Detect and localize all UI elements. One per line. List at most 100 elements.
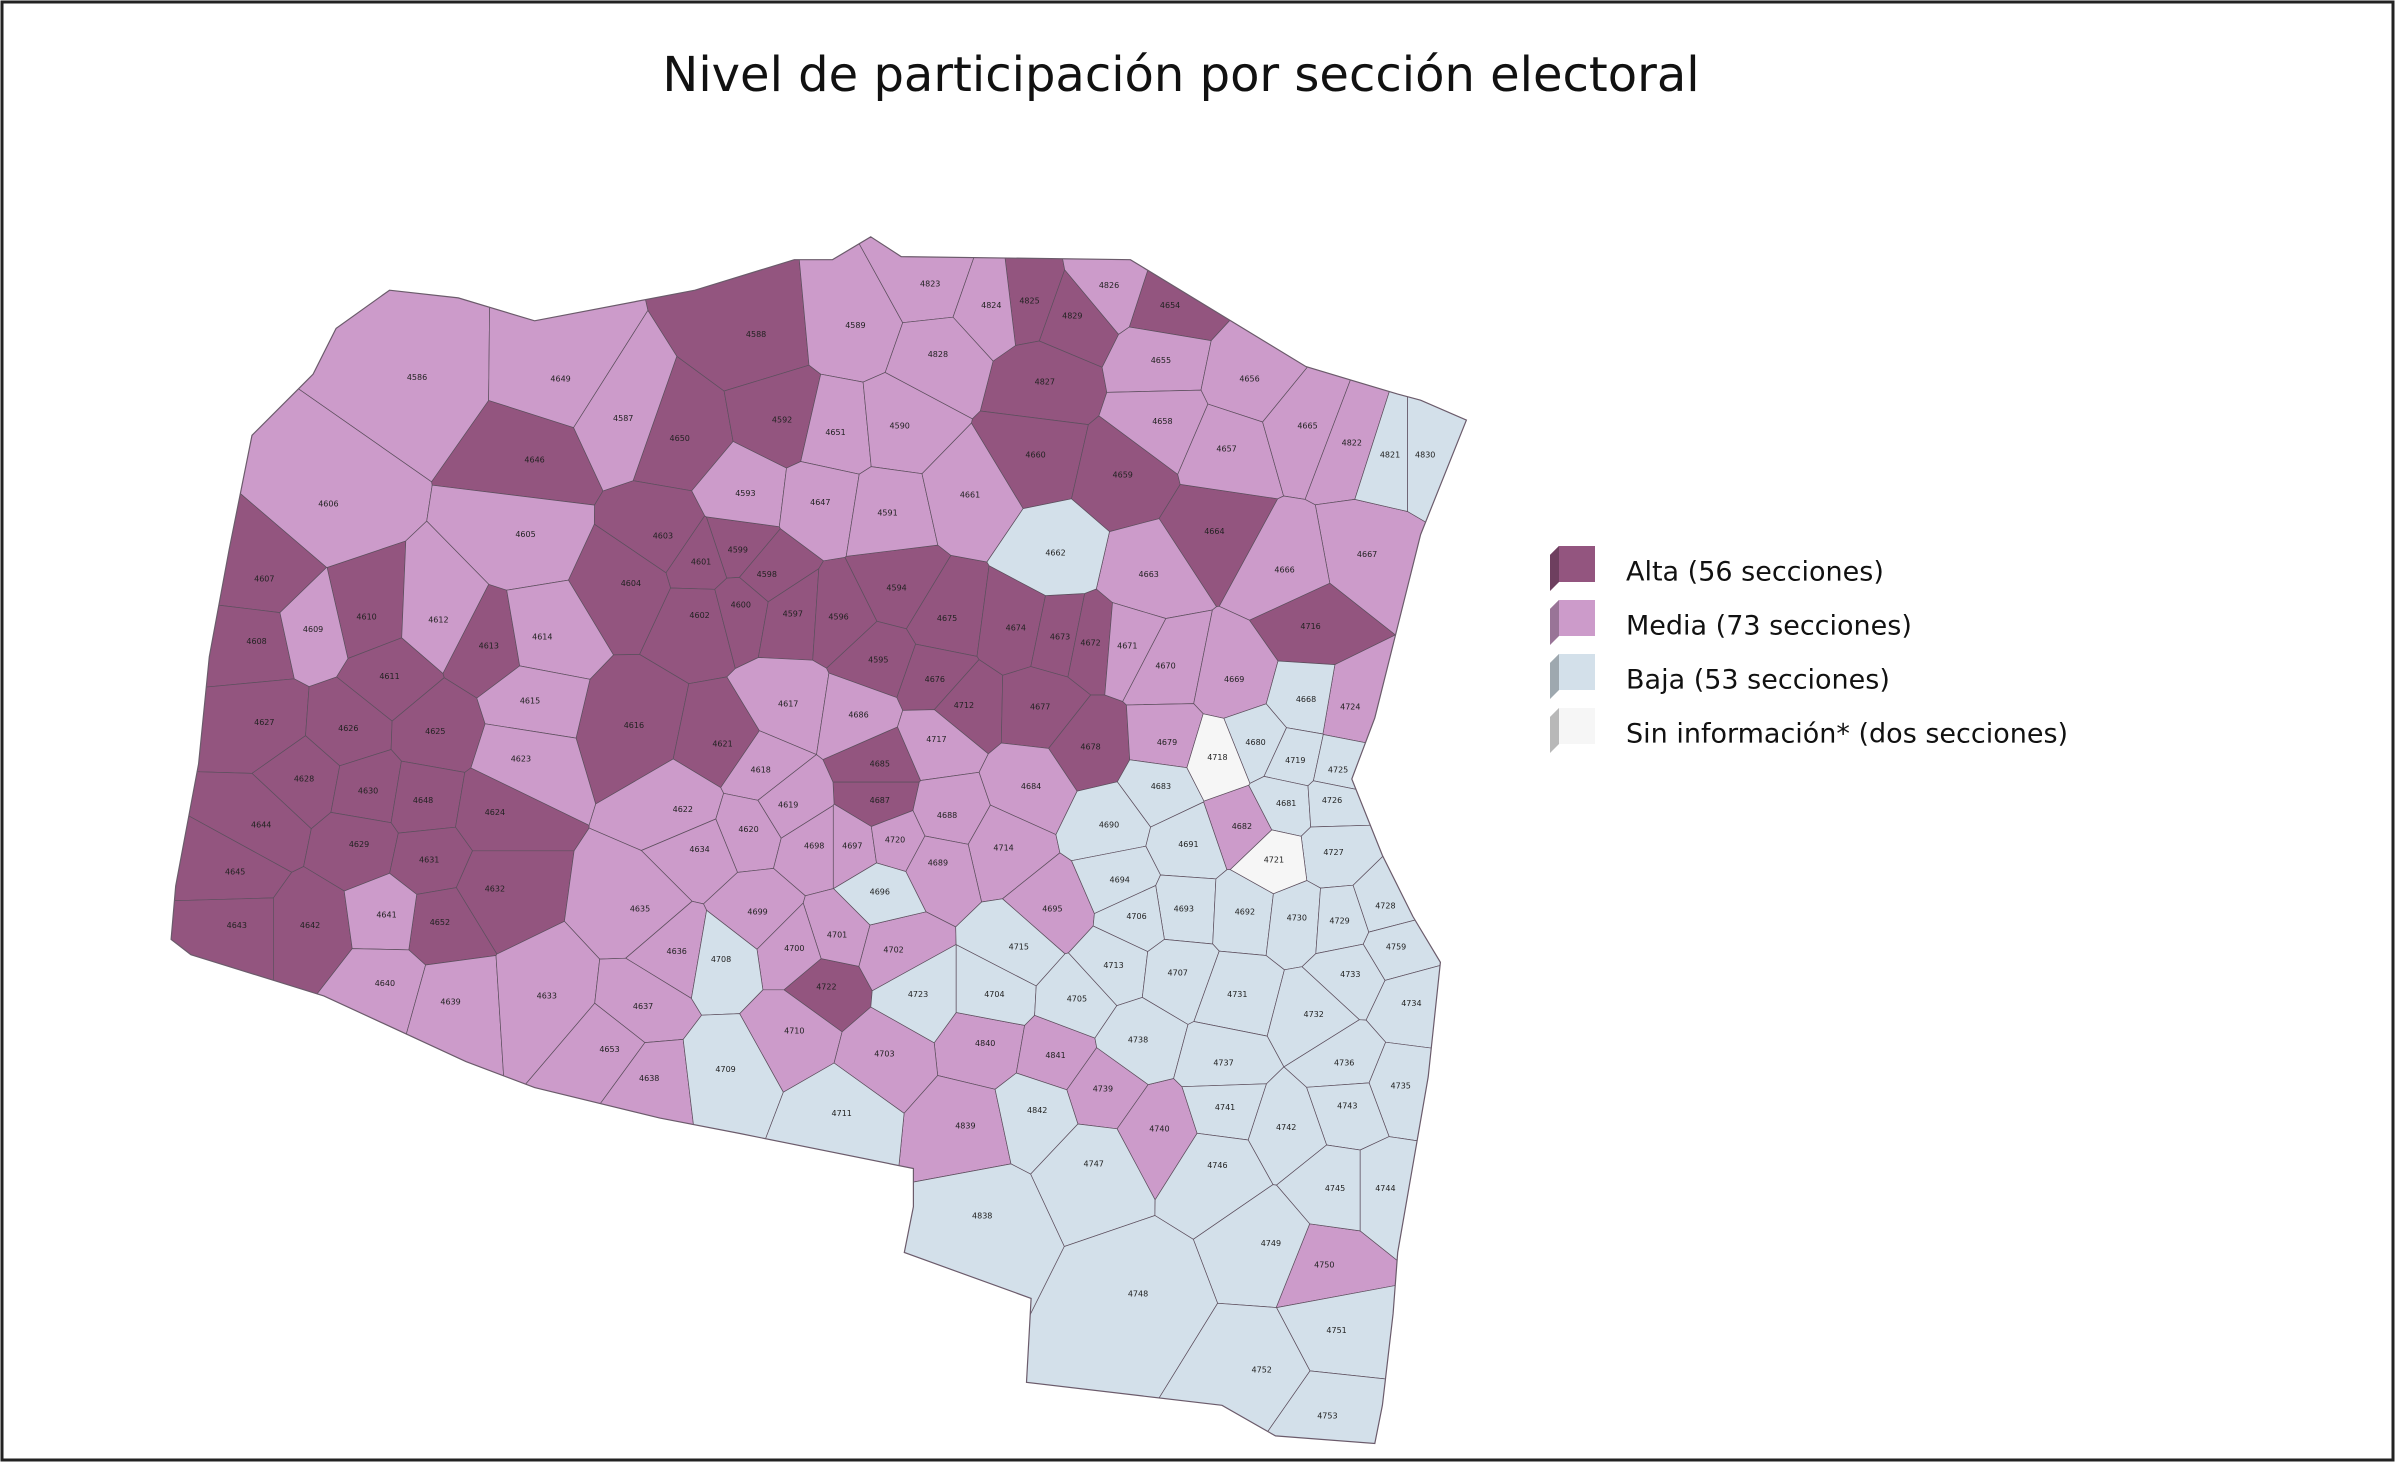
section-label: 4677	[1030, 703, 1050, 712]
section-label: 4658	[1152, 417, 1172, 426]
section-label: 4693	[1174, 904, 1194, 913]
section-label: 4609	[303, 625, 323, 634]
section-label: 4705	[1067, 995, 1087, 1004]
section-label: 4692	[1235, 907, 1255, 916]
section-label: 4734	[1401, 999, 1421, 1008]
section-label: 4694	[1110, 875, 1130, 884]
section-label: 4749	[1261, 1239, 1281, 1248]
section-label: 4613	[479, 642, 499, 651]
section-label: 4682	[1232, 822, 1252, 831]
section-label: 4741	[1215, 1103, 1235, 1112]
section-label: 4715	[1009, 943, 1029, 952]
section-label: 4687	[870, 796, 890, 805]
section-label: 4679	[1157, 738, 1177, 747]
section-label: 4648	[413, 796, 433, 805]
section-label: 4602	[689, 611, 709, 620]
section-label: 4606	[318, 500, 338, 509]
section-label: 4750	[1314, 1260, 1334, 1269]
section-label: 4646	[524, 455, 544, 464]
section-area	[1186, 713, 1251, 802]
section-area	[279, 567, 349, 687]
section-label: 4830	[1415, 451, 1435, 460]
section-label: 4673	[1050, 633, 1070, 642]
section-label: 4739	[1093, 1085, 1113, 1094]
section-label: 4685	[870, 759, 890, 768]
section-label: 4726	[1322, 796, 1342, 805]
section-label: 4698	[804, 842, 824, 851]
section-label: 4625	[425, 727, 445, 736]
section-label: 4607	[254, 574, 274, 583]
section-label: 4643	[227, 921, 247, 930]
section-area	[470, 723, 597, 826]
section-label: 4710	[784, 1027, 804, 1036]
section-label: 4647	[810, 498, 830, 507]
section-label: 4826	[1099, 281, 1119, 290]
section-label: 4659	[1113, 471, 1133, 480]
section-label: 4594	[886, 584, 906, 593]
section-label: 4742	[1276, 1123, 1296, 1132]
section-label: 4686	[848, 710, 868, 719]
section-area	[986, 498, 1110, 596]
section-label: 4616	[624, 721, 644, 730]
section-label: 4825	[1019, 296, 1039, 305]
section-label: 4674	[1006, 623, 1026, 632]
legend-icon-side	[1550, 546, 1559, 591]
section-label: 4735	[1391, 1082, 1411, 1091]
section-label: 4707	[1168, 969, 1188, 978]
section-label: 4829	[1062, 312, 1082, 321]
section-label: 4650	[670, 434, 690, 443]
section-label: 4712	[954, 701, 974, 710]
section-label: 4721	[1264, 856, 1284, 865]
section-label: 4645	[225, 868, 245, 877]
section-label: 4622	[673, 805, 693, 814]
section-label: 4714	[993, 843, 1013, 852]
section-label: 4745	[1325, 1184, 1345, 1193]
section-label: 4599	[728, 545, 748, 554]
section-label: 4640	[375, 979, 395, 988]
section-label: 4725	[1328, 765, 1348, 774]
section-label: 4751	[1326, 1326, 1346, 1335]
section-label: 4738	[1128, 1036, 1148, 1045]
section-label: 4669	[1224, 675, 1244, 684]
section-label: 4702	[883, 946, 903, 955]
section-label: 4611	[379, 672, 399, 681]
section-label: 4615	[520, 697, 540, 706]
section-label: 4746	[1207, 1161, 1227, 1170]
section-label: 4631	[419, 856, 439, 865]
section-label: 4688	[937, 811, 957, 820]
section-label: 4597	[783, 610, 803, 619]
section-area	[955, 944, 1037, 1026]
section-label: 4696	[870, 888, 890, 897]
section-label: 4588	[746, 330, 766, 339]
section-label: 4656	[1239, 374, 1259, 383]
section-label: 4678	[1080, 742, 1100, 751]
legend-icon-side	[1550, 600, 1559, 645]
section-label: 4652	[430, 918, 450, 927]
section-label: 4700	[784, 944, 804, 953]
section-label: 4610	[356, 613, 376, 622]
section-label: 4641	[376, 911, 396, 920]
section-label: 4821	[1380, 451, 1400, 460]
section-label: 4663	[1139, 570, 1159, 579]
section-label: 4748	[1128, 1289, 1148, 1298]
section-label: 4635	[630, 904, 650, 913]
legend-icon	[1559, 708, 1595, 744]
section-label: 4701	[827, 930, 847, 939]
section-label: 4691	[1178, 840, 1198, 849]
section-label: 4636	[667, 947, 687, 956]
section-label: 4623	[511, 755, 531, 764]
section-label: 4592	[772, 416, 792, 425]
section-label: 4684	[1021, 782, 1041, 791]
section-label: 4653	[599, 1045, 619, 1054]
section-label: 4604	[621, 579, 641, 588]
section-label: 4841	[1045, 1051, 1065, 1060]
section-label: 4587	[613, 414, 633, 423]
section-label: 4683	[1151, 782, 1171, 791]
section-label: 4724	[1340, 703, 1360, 712]
section-label: 4644	[251, 820, 271, 829]
section-label: 4733	[1340, 970, 1360, 979]
section-label: 4617	[778, 700, 798, 709]
section-label: 4642	[300, 921, 320, 930]
section-label: 4838	[972, 1211, 992, 1220]
section-label: 4630	[358, 787, 378, 796]
